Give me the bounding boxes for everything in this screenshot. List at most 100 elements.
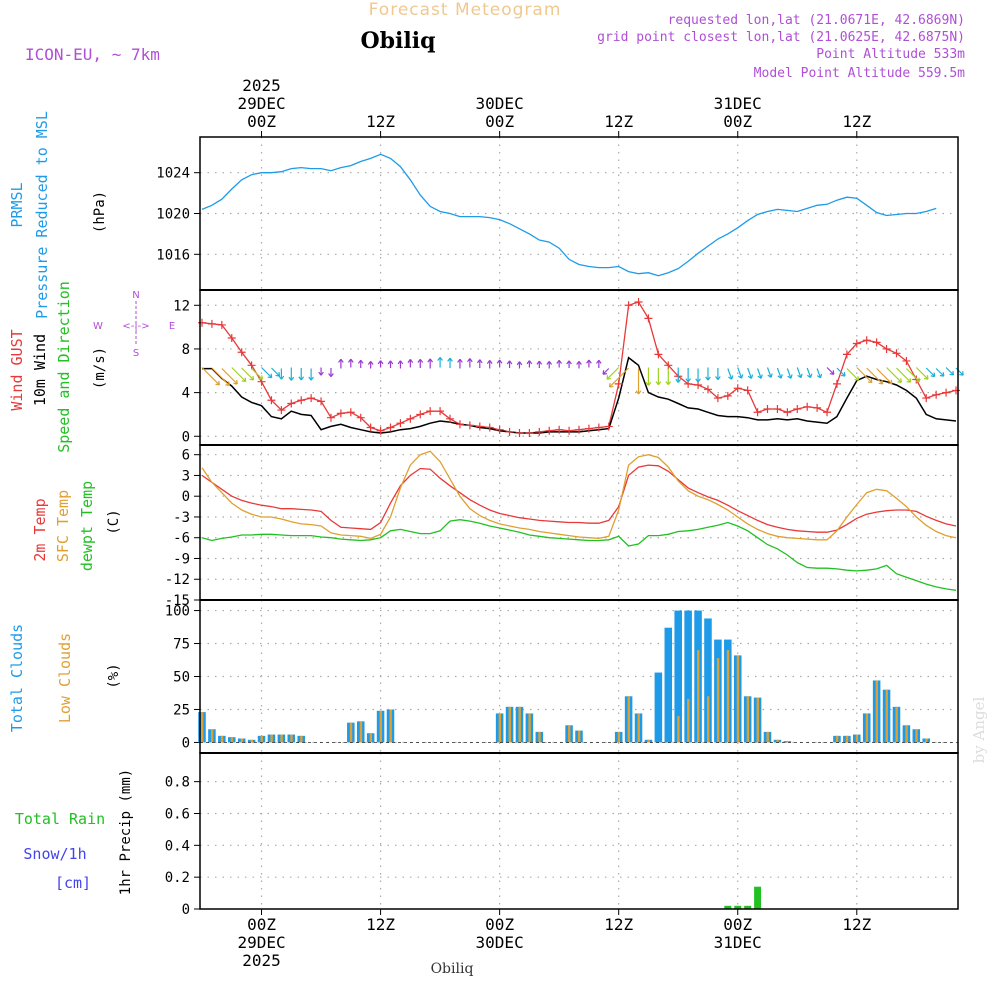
wind-arrowhead [397, 360, 404, 365]
total-cloud-bar [654, 672, 663, 743]
rain-bar [744, 905, 752, 909]
wind-ytick-label: 0 [182, 429, 190, 445]
gust-marker [396, 419, 405, 428]
wind-arrowhead [705, 376, 711, 381]
gust-marker [287, 399, 296, 408]
low-cloud-bar [736, 655, 740, 743]
gust-marker [535, 427, 544, 436]
temperature-ytick-label: -15 [165, 593, 190, 609]
low-cloud-bar [250, 739, 253, 743]
top-tick-label: 29DEC [237, 94, 285, 113]
top-tick-label: 12Z [366, 112, 395, 131]
wind-arrowhead [787, 374, 793, 379]
wind-arrowhead [267, 373, 273, 379]
gust-marker [217, 320, 226, 329]
low-cloud-bar [528, 713, 531, 743]
wind-arrowhead [536, 360, 543, 365]
wind-arrow [836, 367, 846, 377]
wind-arrowhead [635, 390, 642, 395]
wind-arrowhead [959, 371, 964, 376]
gust-marker [763, 404, 772, 413]
wind-arrowhead [516, 361, 523, 366]
gust-marker [297, 396, 306, 405]
precip-labels: Total Rain Snow/1h [cm] 1hr Precip (mm) [15, 769, 134, 895]
cloud-label-low: Low Clouds [56, 633, 74, 723]
low-cloud-bar [766, 731, 769, 743]
wind-arrowhead [407, 359, 414, 363]
pressure-label-1: PRMSL [8, 182, 26, 227]
wind-arrow [896, 367, 912, 383]
wind-arrowhead [233, 379, 238, 385]
wind-arrow [271, 367, 280, 377]
temperature-ytick-label: -3 [173, 510, 190, 526]
total-cloud-bar [704, 618, 712, 743]
low-cloud-bar [637, 713, 640, 743]
wind-arrowhead [665, 381, 672, 386]
gust-marker [842, 350, 851, 359]
wind-arrowhead [427, 358, 434, 363]
gust-marker [942, 388, 951, 397]
low-cloud-bar [518, 706, 521, 743]
wind-arrow [606, 367, 620, 380]
total-cloud-bar [674, 610, 682, 743]
wind-arrow [866, 367, 884, 385]
low-cloud-bar [716, 658, 720, 743]
model-altitude: Model Point Altitude 559.5m [754, 66, 965, 81]
low-cloud-bar [369, 733, 373, 743]
clouds-panel: 0 25 50 75 100 [165, 599, 959, 754]
pressure-label-2: Pressure Reduced to MSL [33, 111, 51, 319]
low-cloud-bar [300, 735, 303, 743]
low-cloud-bar [617, 731, 621, 743]
gust-marker [862, 336, 871, 345]
wind-arrowhead [675, 378, 682, 383]
gust-marker [634, 298, 643, 307]
low-cloud-bar [647, 739, 650, 743]
low-cloud-bar [498, 713, 502, 743]
wind-arrowhead [930, 372, 936, 378]
wind-arrowhead [797, 373, 803, 379]
pressure-labels: PRMSL Pressure Reduced to MSL (hPa) [8, 111, 108, 319]
gust-marker [902, 356, 911, 365]
wind-arrowhead [807, 373, 813, 379]
wind-arrowhead [258, 375, 264, 380]
wind-ytick-label: 12 [173, 298, 190, 314]
gust-marker [813, 403, 822, 412]
low-cloud-bar [379, 710, 382, 743]
gust-marker [694, 380, 703, 389]
bottom-tick-label: 00Z [723, 915, 752, 934]
wind-arrowhead [840, 372, 846, 377]
gust-marker [584, 424, 593, 433]
wind-arrowhead [645, 381, 652, 386]
low-cloud-bar [210, 729, 214, 743]
wind-arrow [846, 368, 859, 381]
cloud-labels: Total Clouds Low Clouds (%) [8, 624, 122, 732]
wind-arrowhead [915, 377, 921, 383]
low-cloud-bar [726, 650, 730, 743]
wind-arrowhead [275, 372, 281, 377]
gust-marker [803, 402, 812, 411]
gust-marker [664, 361, 673, 370]
low-cloud-bar [706, 696, 710, 743]
wind-arrowhead [367, 360, 374, 365]
wind-arrowhead [556, 359, 562, 364]
total-cloud-bar [684, 610, 692, 743]
wind-arrowhead [241, 377, 247, 383]
clouds-ytick-label: 50 [173, 670, 190, 686]
wind-ytick-label: 4 [182, 386, 190, 402]
wind-panel: 0 4 8 12 [173, 289, 964, 446]
wind-arrowhead [685, 378, 691, 383]
wind-arrow [816, 368, 822, 379]
gust-marker [654, 350, 663, 359]
gust-marker [594, 423, 603, 432]
wind-arrowhead [854, 376, 860, 381]
gust-marker [575, 425, 583, 434]
low-cloud-bar [687, 698, 690, 743]
low-cloud-bar [568, 725, 571, 743]
wind-arrow [201, 367, 220, 386]
wind-arrow [955, 367, 964, 376]
wind-arrow [221, 368, 238, 385]
wind-arrowhead [602, 370, 608, 375]
wind-arrowhead [897, 378, 902, 383]
gust-marker [326, 413, 335, 422]
